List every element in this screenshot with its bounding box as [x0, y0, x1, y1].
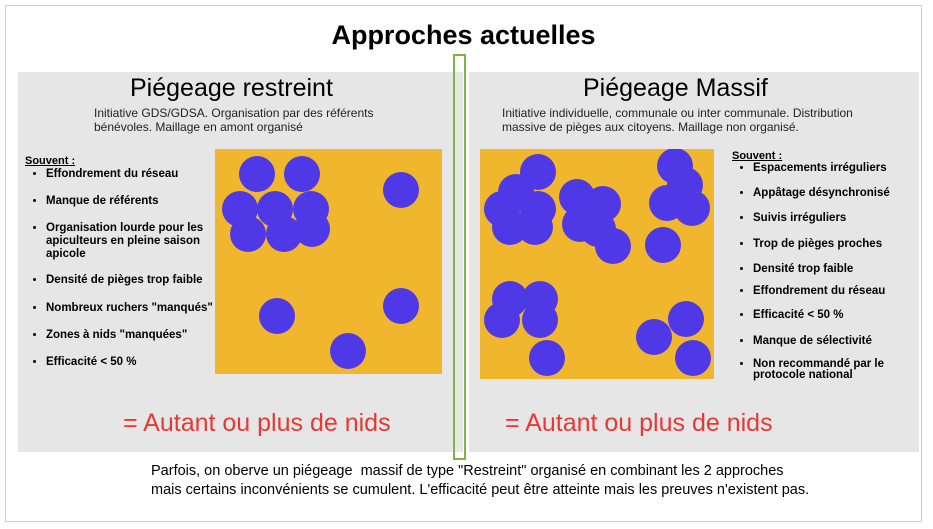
trap-circle	[259, 298, 295, 334]
list-item: Non recommandé par le protocole national	[753, 358, 933, 381]
trap-circle	[284, 156, 320, 192]
left-heading: Piégeage restreint	[130, 74, 333, 102]
right-trap-map	[480, 149, 714, 379]
list-item: Densité de pièges trop faible	[46, 274, 216, 287]
list-item: Espacements irréguliers	[753, 162, 933, 175]
left-trap-map-svg	[222, 156, 419, 369]
center-divider	[453, 54, 466, 460]
trap-circle	[294, 211, 330, 247]
right-issue-list: Espacements irréguliers Appâtage désynch…	[734, 162, 933, 381]
left-souvent-label: Souvent :	[25, 155, 76, 167]
slide-frame: Approches actuelles Piégeage restreint I…	[5, 5, 922, 522]
trap-circle	[239, 156, 275, 192]
left-issue-list: Effondrement du réseau Manque de référen…	[27, 168, 216, 369]
footer-line2: mais certains inconvénients se cumulent.…	[151, 482, 810, 498]
trap-circle	[668, 301, 704, 337]
left-description-line1: Initiative GDS/GDSA. Organisation par de…	[94, 106, 374, 120]
trap-circle	[636, 319, 672, 355]
list-item: Trop de pièges proches	[753, 238, 933, 251]
list-item: Effondrement du réseau	[46, 168, 216, 181]
trap-circle	[522, 302, 558, 338]
trap-circle	[529, 340, 565, 376]
trap-circle	[492, 209, 528, 245]
footer-note: Parfois, on oberve un piégeage massif de…	[151, 462, 911, 500]
trap-circle	[383, 172, 419, 208]
list-item: Nombreux ruchers "manqués"	[46, 302, 216, 315]
left-result: = Autant ou plus de nids	[123, 409, 391, 437]
trap-circle	[595, 228, 631, 264]
trap-circle	[674, 190, 710, 226]
list-item: Manque de référents	[46, 195, 216, 208]
list-item: Suivis irréguliers	[753, 212, 933, 225]
trap-circle	[675, 340, 711, 376]
left-trap-map	[215, 149, 442, 374]
trap-circle	[484, 302, 520, 338]
list-item: Organisation lourde pour les apiculteurs…	[46, 222, 216, 261]
left-description: Initiative GDS/GDSA. Organisation par de…	[94, 106, 414, 134]
list-item: Appâtage désynchronisé	[753, 187, 933, 200]
right-heading: Piégeage Massif	[583, 74, 768, 102]
trap-circle	[517, 209, 553, 245]
trap-circle	[330, 333, 366, 369]
right-souvent-label: Souvent :	[732, 150, 783, 162]
trap-circle	[383, 288, 419, 324]
list-item: Densité trop faible	[753, 263, 933, 276]
slide-title: Approches actuelles	[331, 20, 596, 50]
list-item: Manque de sélectivité	[753, 335, 933, 348]
list-item: Efficacité < 50 %	[46, 356, 216, 369]
trap-circle	[230, 216, 266, 252]
list-item: Efficacité < 50 %	[753, 309, 933, 322]
right-description-line2: massive de pièges aux citoyens. Maillage…	[502, 120, 799, 134]
footer-line1: Parfois, on oberve un piégeage massif de…	[151, 463, 784, 479]
right-description-line1: Initiative individuelle, communale ou in…	[502, 106, 853, 120]
trap-circle	[645, 227, 681, 263]
list-item: Zones à nids "manquées"	[46, 329, 216, 342]
left-panel: Piégeage restreint Initiative GDS/GDSA. …	[18, 72, 463, 452]
right-result: = Autant ou plus de nids	[505, 409, 773, 437]
right-panel: Piégeage Massif Initiative individuelle,…	[469, 72, 919, 452]
trap-circle	[266, 216, 302, 252]
right-description: Initiative individuelle, communale ou in…	[502, 106, 902, 134]
left-description-line2: bénévoles. Maillage en amont organisé	[94, 120, 303, 134]
list-item: Effondrement du réseau	[753, 285, 933, 298]
right-trap-map-svg	[484, 149, 711, 376]
